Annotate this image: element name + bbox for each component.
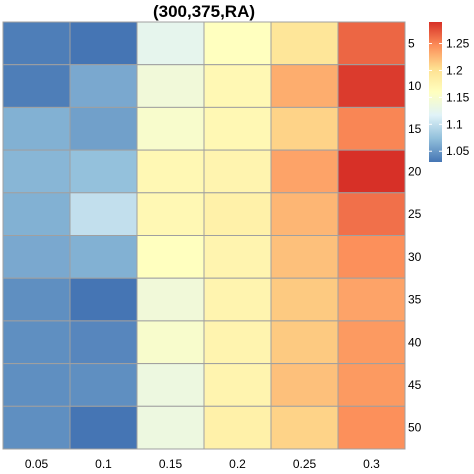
legend-tick-label: 1.25 (446, 37, 470, 51)
heatmap-cell (337, 235, 406, 279)
heatmap-cell (270, 192, 339, 237)
y-tick-label: 10 (408, 79, 422, 93)
heatmap-cell (2, 149, 71, 194)
heatmap-cell (136, 235, 205, 279)
heatmap-cell (203, 405, 272, 450)
heatmap-cell (69, 106, 138, 151)
heatmap-cell (2, 106, 71, 151)
heatmap-cell (136, 106, 205, 151)
heatmap-cell (203, 277, 272, 322)
heatmap-cell (69, 320, 138, 365)
heatmap-cell (270, 106, 339, 151)
heatmap-cell (270, 363, 339, 407)
heatmap-cell (136, 64, 205, 108)
heatmap-cell (136, 320, 205, 365)
heatmap-cell (270, 405, 339, 450)
x-tick-label: 0.1 (95, 457, 112, 471)
y-tick-label: 25 (408, 207, 422, 221)
heatmap-cell (203, 106, 272, 151)
x-tick-label: 0.25 (293, 457, 317, 471)
heatmap-cell (136, 192, 205, 237)
legend-tick-label: 1.15 (446, 90, 470, 104)
heatmap-cell (2, 192, 71, 237)
heatmap-cell (136, 277, 205, 322)
heatmap-cell (69, 277, 138, 322)
heatmap-cell (203, 149, 272, 194)
legend-tick-label: 1.1 (446, 117, 463, 131)
x-tick-label: 0.15 (159, 457, 183, 471)
heatmap-cell (136, 405, 205, 450)
heatmap-cell (69, 64, 138, 108)
heatmap-cell (2, 235, 71, 279)
heatmap-cell (337, 64, 406, 108)
heatmap-cells (2, 21, 406, 450)
y-tick-label: 50 (408, 421, 422, 435)
heatmap-cell (337, 106, 406, 151)
heatmap-cell (2, 64, 71, 108)
y-tick-label: 20 (408, 164, 422, 178)
y-tick-label: 45 (408, 378, 422, 392)
x-axis-ticks: 0.05 0.1 0.15 0.2 0.25 0.3 (25, 457, 380, 471)
heatmap-cell (69, 405, 138, 450)
legend-tick-label: 1.2 (446, 63, 463, 77)
y-tick-label: 15 (408, 122, 422, 136)
heatmap-cell (337, 320, 406, 365)
heatmap-cell (270, 21, 339, 66)
heatmap-cell (337, 192, 406, 237)
heatmap-cell (136, 363, 205, 407)
legend-tick-label: 1.05 (446, 144, 470, 158)
heatmap-cell (337, 277, 406, 322)
x-tick-label: 0.2 (229, 457, 246, 471)
y-axis-ticks: 5 10 15 20 25 30 35 40 45 50 (408, 36, 422, 434)
x-tick-label: 0.3 (363, 457, 380, 471)
heatmap-cell (270, 235, 339, 279)
heatmap-cell (270, 320, 339, 365)
heatmap-cell (2, 21, 71, 66)
heatmap-cell (270, 277, 339, 322)
heatmap-cell (203, 363, 272, 407)
heatmap-cell (69, 235, 138, 279)
chart-title: (300,375,RA) (153, 2, 255, 21)
heatmap-cell (337, 405, 406, 450)
heatmap-cell (203, 21, 272, 66)
color-legend: 1.05 1.1 1.15 1.2 1.25 (429, 22, 470, 162)
heatmap-cell (2, 363, 71, 407)
heatmap-cell (2, 277, 71, 322)
heatmap-cell (136, 149, 205, 194)
heatmap-cell (203, 192, 272, 237)
y-tick-label: 30 (408, 250, 422, 264)
heatmap-cell (69, 149, 138, 194)
y-tick-label: 40 (408, 335, 422, 349)
x-tick-label: 0.05 (25, 457, 49, 471)
heatmap-cell (203, 320, 272, 365)
heatmap-cell (203, 235, 272, 279)
legend-colorbar (429, 22, 442, 162)
heatmap-cell (270, 64, 339, 108)
heatmap-cell (69, 192, 138, 237)
heatmap-cell (136, 21, 205, 66)
heatmap-cell (69, 363, 138, 407)
heatmap-cell (2, 320, 71, 365)
heatmap-cell (270, 149, 339, 194)
y-tick-label: 5 (408, 36, 415, 50)
heatmap-cell (69, 21, 138, 66)
heatmap-cell (2, 405, 71, 450)
heatmap-cell (337, 149, 406, 194)
heatmap-cell (337, 21, 406, 66)
y-tick-label: 35 (408, 293, 422, 307)
heatmap-cell (337, 363, 406, 407)
heatmap-cell (203, 64, 272, 108)
